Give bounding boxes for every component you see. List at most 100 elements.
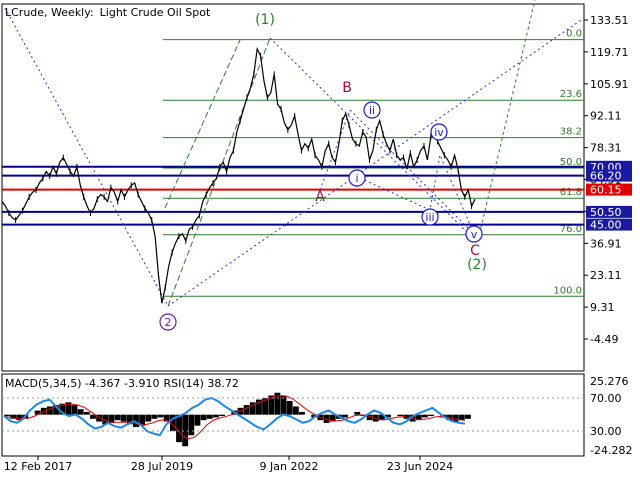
level-tag-bg-3 — [586, 205, 632, 218]
macd-bar-14 — [90, 414, 96, 419]
macd-bar-29 — [182, 414, 189, 447]
indicator-title: MACD(5,34,5) -4.367 -3.910 RSI(14) 38.72 — [5, 377, 239, 390]
macd-label: MACD(5,34,5) -4.367 -3.910 — [5, 377, 159, 390]
level-tag-1: 66.20 — [590, 170, 622, 183]
macd-bar-1 — [10, 414, 16, 419]
macd-bar-34 — [212, 414, 219, 418]
macd-bar-44 — [274, 392, 281, 415]
macd-bar-19 — [120, 414, 127, 422]
y-tick-label-1: 119.71 — [590, 46, 629, 59]
macd-bar-30 — [188, 414, 195, 436]
fib-label-5: 76.0 — [560, 224, 582, 235]
macd-bar-75 — [465, 414, 471, 419]
macd-bar-11 — [71, 405, 78, 415]
macd-bar-33 — [206, 414, 213, 419]
fib-label-1: 23.6 — [560, 89, 582, 100]
wave-label-1: 2 — [165, 316, 172, 329]
chart-title: LCrude, Weekly: Light Crude Oil Spot — [5, 6, 211, 19]
macd-bar-40 — [249, 402, 256, 415]
macd-bar-73 — [452, 414, 459, 422]
macd-bar-43 — [268, 395, 275, 415]
macd-bar-42 — [262, 398, 268, 415]
price-line — [1, 46, 476, 304]
level-tag-bg-4 — [586, 218, 632, 231]
wave-marker-1 — [159, 313, 177, 331]
x-tick-label-1: 28 Jul 2019 — [131, 460, 193, 473]
fib-label-0: 0.0 — [566, 29, 582, 40]
macd-bar-17 — [108, 414, 115, 423]
support-resistance-levels — [2, 165, 584, 226]
macd-bar-45 — [280, 395, 287, 415]
price-y-axis: 133.51119.71105.9192.1178.3164.5150.7136… — [584, 14, 629, 346]
wave-channel-base — [167, 17, 585, 307]
wave-label-2: B — [342, 80, 352, 96]
level-tag-4: 45.00 — [590, 219, 622, 232]
level-tag-bg-1 — [586, 169, 632, 182]
wave-label-7: iv — [434, 126, 444, 139]
macd-bar-61 — [378, 414, 385, 421]
y-tick-label-2: 105.91 — [590, 78, 629, 91]
wave-label-9: C — [470, 243, 480, 259]
wave-channel-left — [164, 39, 241, 209]
macd-bar-52 — [323, 414, 330, 423]
y-tick-label-9: 9.31 — [590, 301, 615, 314]
rsi-label: RSI(14) 38.72 — [163, 377, 238, 390]
macd-bar-28 — [176, 414, 182, 443]
macd-bar-32 — [200, 414, 207, 421]
wave-label-10: (2) — [467, 257, 487, 273]
macd-bar-31 — [194, 414, 201, 426]
macd-bar-67 — [415, 414, 422, 421]
wave-line-sub — [359, 153, 476, 237]
macd-bar-46 — [286, 400, 293, 415]
wave-label-5: i — [355, 172, 358, 185]
macd-bar-2 — [16, 414, 23, 421]
ind-y-tick-0: 25.276 — [590, 375, 629, 388]
macd-bar-25 — [157, 414, 164, 418]
level-tag-3: 50.50 — [590, 206, 622, 219]
macd-bar-53 — [329, 414, 336, 422]
macd-bar-57 — [354, 411, 361, 415]
wave-marker-4 — [363, 101, 381, 119]
rsi-line — [3, 396, 466, 437]
indicator-y-axis: 25.276 70.00 30.00 -24.282 — [590, 375, 632, 457]
wave-line-forecast — [477, 0, 536, 241]
y-tick-label-3: 92.11 — [590, 110, 622, 123]
macd-bar-64 — [397, 414, 404, 417]
wave-line-impulse-1 — [167, 37, 271, 307]
x-tick-label-0: 12 Feb 2017 — [4, 460, 72, 473]
level-tag-bg-2 — [586, 183, 632, 196]
macd-bar-69 — [428, 414, 434, 417]
macd-bar-27 — [169, 414, 176, 432]
wave-label-6: iii — [425, 211, 434, 224]
macd-bar-21 — [133, 414, 139, 428]
wave-marker-6 — [421, 208, 439, 226]
fibonacci-grid: 0.0 23.6 38.2 50.0 61.8 76.0 100.0 — [163, 29, 584, 297]
macd-bar-15 — [96, 414, 103, 422]
fib-label-3: 50.0 — [560, 157, 582, 168]
macd-bar-8 — [53, 405, 60, 415]
macd-bar-18 — [114, 414, 121, 421]
ind-y-tick-1: 70.00 — [590, 392, 622, 405]
macd-bar-5 — [34, 410, 41, 415]
price-panel-frame — [1, 3, 585, 372]
macd-bar-62 — [385, 414, 391, 418]
macd-bar-48 — [299, 411, 305, 415]
x-tick-label-2: 9 Jan 2022 — [260, 460, 319, 473]
macd-bar-23 — [145, 414, 152, 422]
fib-label-6: 100.0 — [553, 285, 582, 296]
wave-marker-7 — [430, 123, 448, 141]
macd-bar-13 — [83, 411, 90, 415]
ind-y-tick-3: -24.282 — [590, 444, 632, 457]
macd-bar-74 — [458, 414, 465, 421]
wave-marker-8 — [465, 225, 483, 243]
wave-label-3: A — [315, 189, 325, 205]
macd-bar-16 — [102, 414, 109, 425]
wave-trend-lines — [4, 0, 585, 307]
macd-bar-20 — [126, 414, 133, 425]
wave-label-4: ii — [369, 104, 375, 117]
macd-bar-22 — [139, 414, 146, 426]
macd-bar-41 — [256, 399, 262, 415]
